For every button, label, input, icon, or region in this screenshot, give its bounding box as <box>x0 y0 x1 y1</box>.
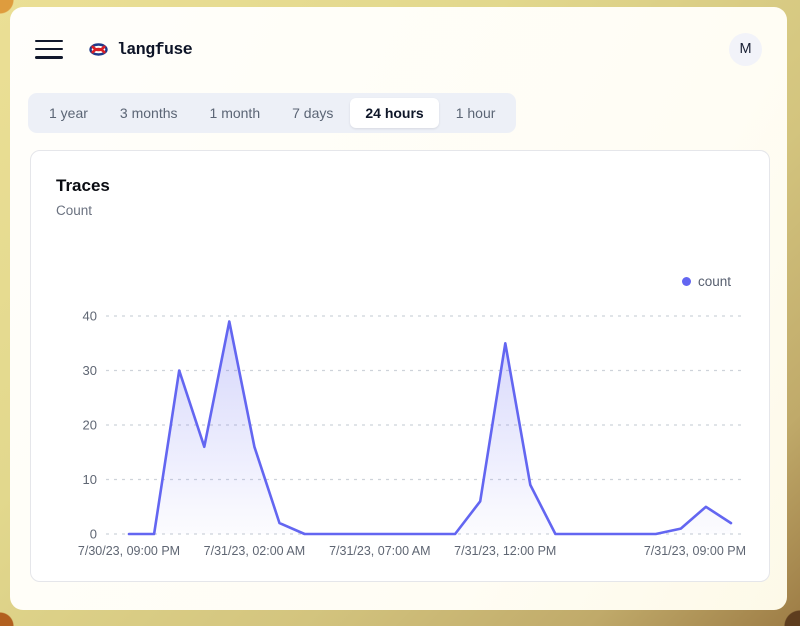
legend-dot-icon <box>681 277 691 286</box>
area-fill <box>129 321 731 534</box>
time-range-tabs: 1 year 3 months 1 month 7 days 24 hours … <box>28 93 517 133</box>
y-axis-label: 30 <box>83 363 97 378</box>
y-axis-label: 40 <box>83 309 97 324</box>
x-axis-label: 7/30/23, 09:00 PM <box>78 544 180 558</box>
x-axis-label: 7/31/23, 09:00 PM <box>644 544 746 558</box>
x-axis-label: 7/31/23, 02:00 AM <box>204 544 305 558</box>
chart-legend: count <box>681 274 731 289</box>
avatar[interactable]: M <box>729 32 762 66</box>
langfuse-logo-icon <box>89 42 108 57</box>
tab-1-year[interactable]: 1 year <box>34 98 103 128</box>
tab-1-hour[interactable]: 1 hour <box>441 98 511 128</box>
y-axis-label: 10 <box>83 472 97 487</box>
traces-card: Traces Count count 0 10 20 30 40 7/30/23, 09:… <box>30 150 770 582</box>
tab-7-days[interactable]: 7 days <box>277 98 348 128</box>
menu-icon[interactable] <box>35 39 63 59</box>
top-nav: langfuse M <box>10 7 787 69</box>
legend-label: count <box>697 274 731 289</box>
traces-line-chart: 0 10 20 30 40 7/30/23, 09:00 PM 7/31/23, 02:00… <box>31 301 771 573</box>
tab-1-month[interactable]: 1 month <box>195 98 276 128</box>
x-axis-label: 7/31/23, 12:00 PM <box>454 544 556 558</box>
app-window: langfuse M 1 year 3 months 1 month 7 day… <box>10 7 787 610</box>
count-line <box>127 320 733 536</box>
tab-3-months[interactable]: 3 months <box>105 98 193 128</box>
brand[interactable]: langfuse <box>89 39 193 59</box>
card-subtitle: Count <box>56 203 93 218</box>
card-title: Traces <box>56 176 110 195</box>
x-axis-label: 7/31/23, 07:00 AM <box>329 544 430 558</box>
y-axis-label: 20 <box>83 418 97 433</box>
brand-name: langfuse <box>117 39 193 59</box>
tab-24-hours[interactable]: 24 hours <box>350 98 439 128</box>
y-axis-label: 0 <box>90 527 97 542</box>
